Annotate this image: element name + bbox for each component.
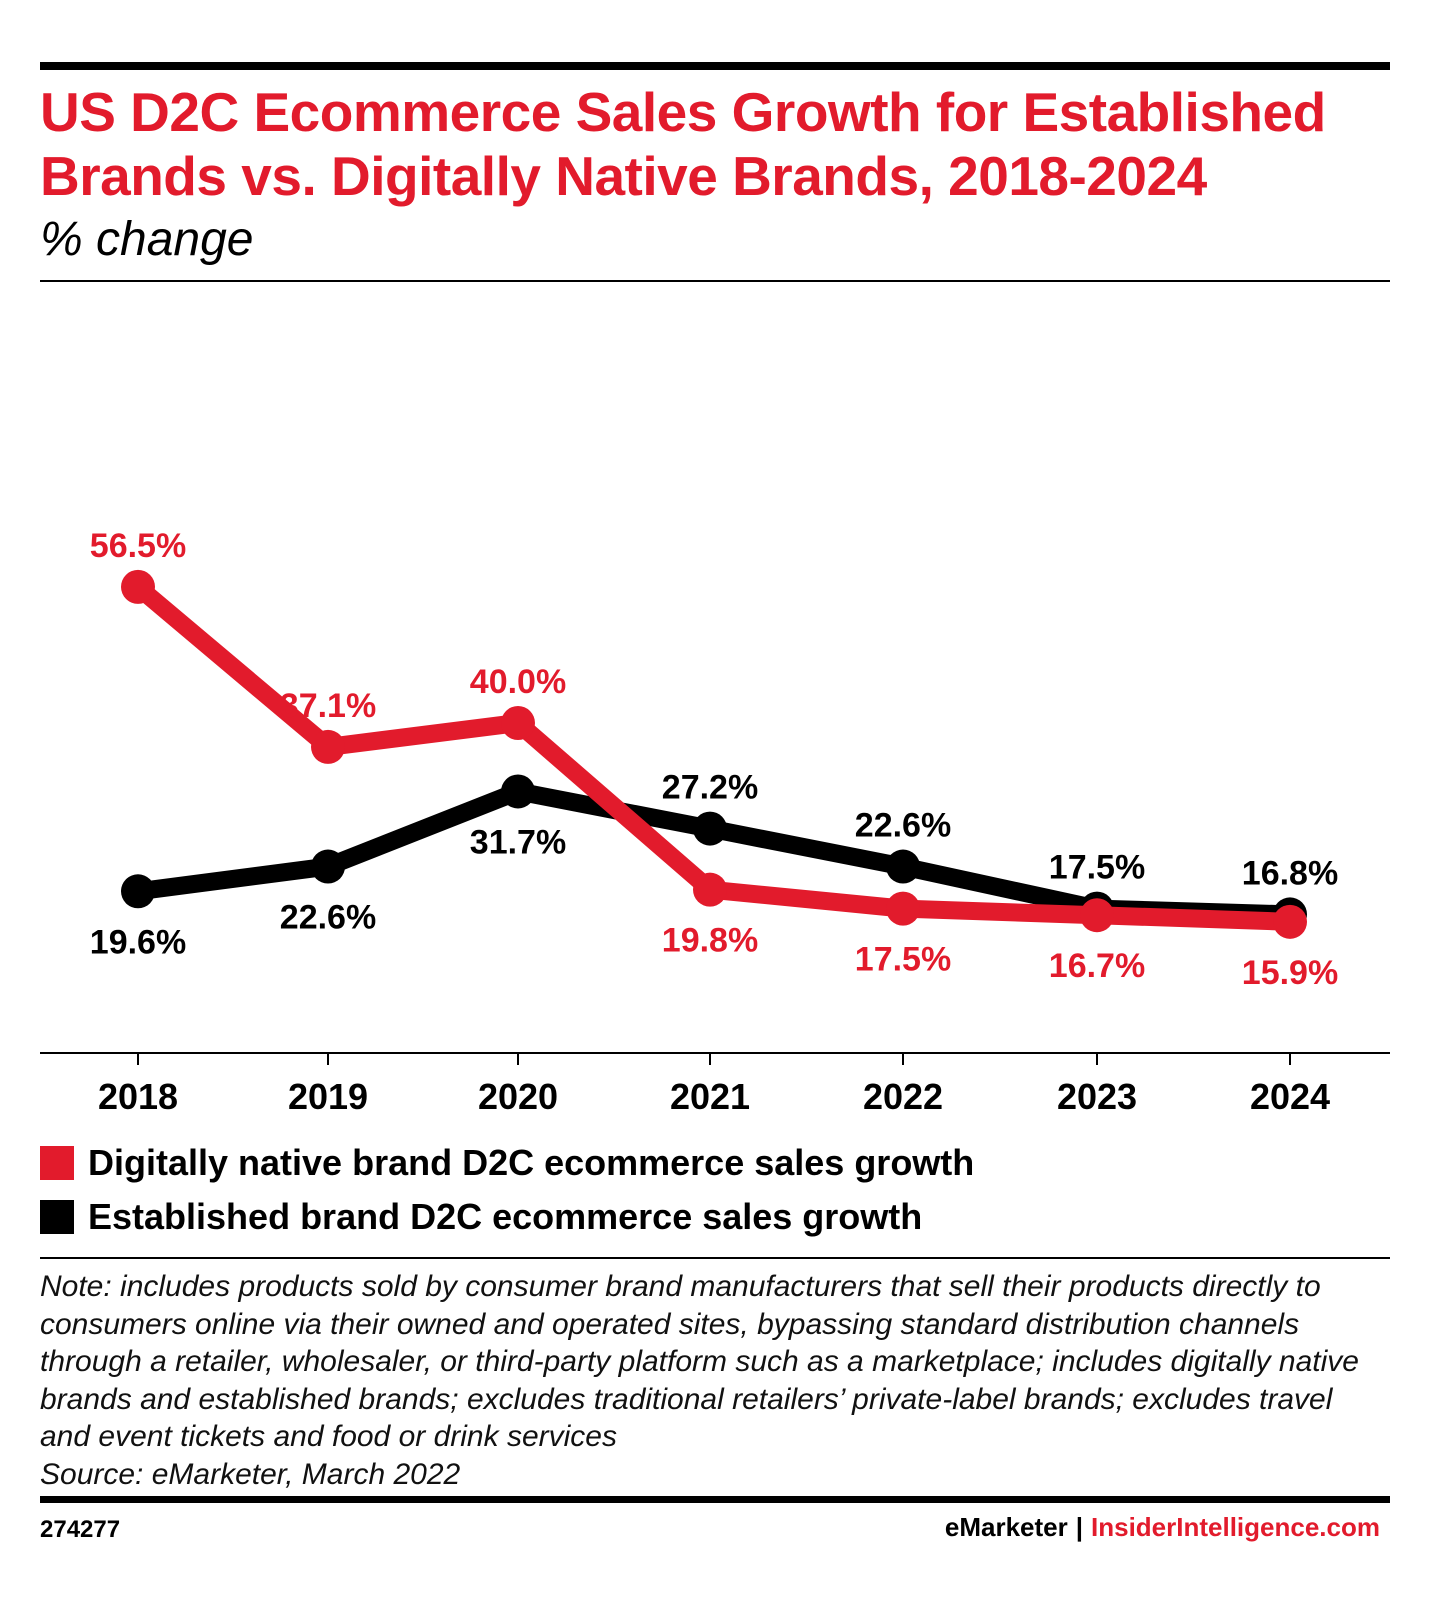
top-rule [40, 62, 1390, 70]
chart-subtitle: % change [40, 213, 254, 266]
point-digitally-native-2023 [1080, 898, 1114, 933]
data-label-established-2019: 22.6% [280, 899, 376, 937]
data-label-digitally-native-2023: 16.7% [1049, 947, 1145, 985]
point-digitally-native-2024 [1273, 904, 1307, 939]
footnote: Note: includes products sold by consumer… [40, 1268, 1390, 1493]
point-digitally-native-2018 [121, 569, 155, 604]
data-label-established-2018: 19.6% [90, 923, 186, 961]
footer-brand: eMarketer | InsiderIntelligence.com [945, 1512, 1380, 1543]
legend-label-digitally-native: Digitally native brand D2C ecommerce sal… [88, 1142, 975, 1183]
header-rule [40, 280, 1390, 282]
line-chart: 2018 2019 2020 2021 2022 2023 2024 56.5% 37.1% 40… [40, 527, 1390, 1117]
data-label-digitally-native-2020: 40.0% [470, 663, 566, 701]
data-label-digitally-native-2019: 37.1% [280, 687, 376, 725]
point-digitally-native-2019 [311, 729, 345, 764]
x-tick-label-2020: 2020 [478, 1076, 558, 1117]
point-established-2021 [693, 811, 727, 846]
x-tick-label-2024: 2024 [1250, 1076, 1330, 1117]
point-digitally-native-2020 [501, 706, 535, 740]
chart-id: 274277 [40, 1516, 121, 1543]
legend-item-established: Established brand D2C ecommerce sales gr… [40, 1190, 974, 1244]
brand-emarketer: eMarketer [944, 1512, 1068, 1542]
legend-swatch-digitally-native [40, 1146, 74, 1180]
x-tick-label-2023: 2023 [1057, 1076, 1137, 1117]
x-tick-label-2021: 2021 [670, 1076, 750, 1117]
data-label-digitally-native-2022: 17.5% [855, 941, 951, 979]
legend-swatch-established [40, 1200, 74, 1234]
point-established-2019 [311, 849, 345, 884]
brand-separator: | [1075, 1512, 1084, 1542]
point-digitally-native-2022 [886, 891, 920, 926]
brand-insider-intelligence-link[interactable]: InsiderIntelligence.com [1091, 1512, 1380, 1542]
x-tick-label-2022: 2022 [863, 1076, 943, 1117]
data-label-digitally-native-2024: 15.9% [1242, 954, 1338, 992]
legend: Digitally native brand D2C ecommerce sal… [40, 1136, 974, 1244]
data-label-digitally-native-2021: 19.8% [662, 922, 758, 960]
data-label-established-2020: 31.7% [470, 823, 566, 861]
data-label-established-2022: 22.6% [855, 807, 951, 845]
note-text: Note: includes products sold by consumer… [40, 1270, 1359, 1453]
x-tick-label-2018: 2018 [98, 1076, 178, 1117]
legend-label-established: Established brand D2C ecommerce sales gr… [88, 1196, 923, 1237]
point-digitally-native-2021 [693, 872, 727, 907]
data-label-established-2024: 16.8% [1242, 854, 1338, 892]
chart-title: US D2C Ecommerce Sales Growth for Establ… [40, 81, 1326, 207]
source-text: Source: eMarketer, March 2022 [40, 1457, 461, 1491]
data-label-established-2021: 27.2% [662, 769, 758, 807]
point-established-2020 [501, 774, 535, 809]
legend-item-digitally-native: Digitally native brand D2C ecommerce sal… [40, 1136, 974, 1190]
x-tick-label-2019: 2019 [288, 1076, 368, 1117]
point-established-2022 [886, 849, 920, 884]
bottom-rule [40, 1496, 1390, 1503]
data-label-digitally-native-2018: 56.5% [90, 527, 186, 565]
point-established-2018 [121, 874, 155, 909]
note-rule [40, 1257, 1390, 1259]
data-label-established-2023: 17.5% [1049, 849, 1145, 887]
